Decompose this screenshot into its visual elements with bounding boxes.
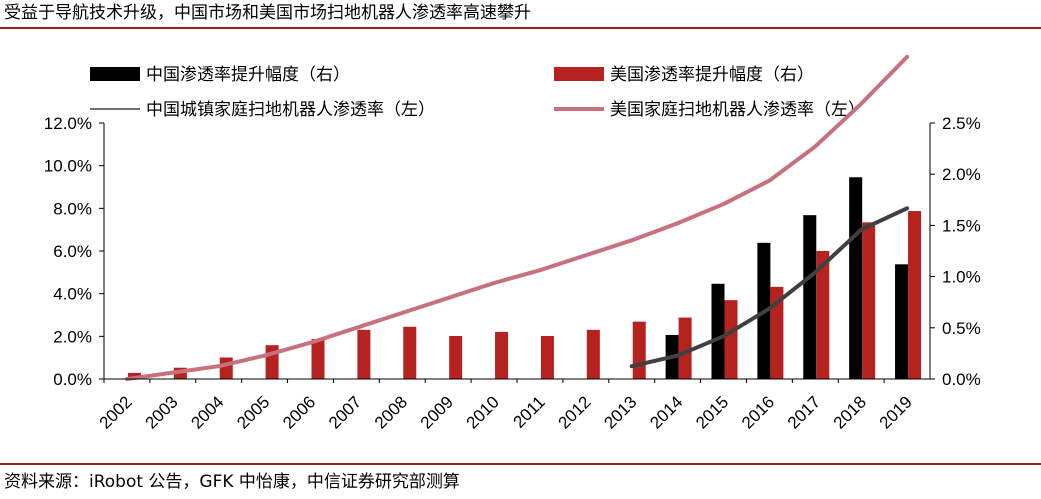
x-tick-label: 2019 — [876, 392, 916, 432]
left-tick-label: 6.0% — [53, 242, 92, 261]
left-tick-label: 12.0% — [44, 114, 92, 133]
us-penetration-line — [124, 54, 910, 381]
x-tick-label: 2005 — [233, 392, 273, 432]
x-tick-label: 2004 — [187, 392, 227, 432]
right-y-axis: 0.0% 0.5% 1.0% 1.5% 2.0% 2.5% — [929, 114, 981, 389]
x-tick-label: 2002 — [96, 392, 136, 432]
x-tick-label: 2009 — [417, 392, 457, 432]
source-rule — [0, 463, 1041, 465]
us-bar — [586, 329, 600, 379]
us-bar — [495, 331, 509, 379]
us-bar — [678, 317, 692, 379]
right-tick-label: 2.0% — [942, 165, 981, 184]
legend-label: 美国渗透率提升幅度（右） — [610, 65, 814, 85]
legend: 中国渗透率提升幅度（右） 美国渗透率提升幅度（右） 中国城镇家庭扫地机器人渗透率（左… — [90, 65, 865, 120]
us-bar — [540, 335, 554, 379]
x-tick-label: 2014 — [646, 392, 686, 432]
x-tick-label: 2018 — [830, 392, 870, 432]
right-tick-label: 1.0% — [942, 268, 981, 287]
legend-swatch-bar — [90, 67, 140, 81]
x-tick-label: 2015 — [692, 392, 732, 432]
china-bar — [803, 215, 817, 379]
line-series — [124, 54, 910, 381]
us-bar — [219, 357, 233, 379]
us-bar — [449, 335, 463, 379]
china-bar — [849, 177, 863, 379]
left-tick-label: 10.0% — [44, 157, 92, 176]
x-tick-label: 2003 — [141, 392, 181, 432]
x-tick-label: 2017 — [784, 392, 824, 432]
source-note: 资料来源：iRobot 公告，GFK 中怡康，中信证券研究部测算 — [4, 472, 460, 492]
legend-label: 中国渗透率提升幅度（右） — [146, 65, 350, 85]
x-tick-label: 2011 — [509, 392, 548, 431]
x-tick-label: 2007 — [325, 392, 365, 432]
left-tick-label: 2.0% — [53, 327, 92, 346]
x-tick-label: 2008 — [371, 392, 411, 432]
us-bar — [908, 211, 922, 379]
china-bar — [711, 283, 725, 379]
bar-series — [127, 177, 922, 379]
x-axis: 2002 2003 2004 2005 2006 2007 2008 2009 2010 2011… — [96, 378, 930, 433]
us-bar — [816, 251, 830, 379]
us-bar — [862, 222, 876, 379]
china-bar — [895, 264, 909, 379]
legend-label: 美国家庭扫地机器人渗透率（左） — [610, 100, 865, 120]
left-tick-label: 4.0% — [53, 285, 92, 304]
left-tick-label: 0.0% — [53, 370, 92, 389]
left-tick-label: 8.0% — [53, 199, 92, 218]
right-tick-label: 2.5% — [942, 114, 981, 133]
legend-swatch-bar — [554, 67, 604, 81]
right-tick-label: 0.0% — [942, 370, 981, 389]
x-tick-label: 2013 — [600, 392, 640, 432]
us-bar — [357, 329, 371, 379]
chart-title: 受益于导航技术升级，中国市场和美国市场扫地机器人渗透率高速攀升 — [4, 3, 531, 23]
legend-label: 中国城镇家庭扫地机器人渗透率（左） — [146, 100, 435, 120]
us-bar — [770, 286, 784, 379]
x-tick-label: 2012 — [554, 392, 594, 432]
china-penetration-line — [629, 206, 910, 369]
us-bar — [724, 300, 738, 379]
x-tick-label: 2010 — [463, 392, 503, 432]
x-tick-label: 2016 — [738, 392, 778, 432]
us-bar — [403, 326, 417, 379]
left-y-axis: 0.0% 2.0% 4.0% 6.0% 8.0% 10.0% 12.0% — [44, 114, 105, 389]
right-tick-label: 1.5% — [942, 216, 981, 235]
us-bar — [632, 321, 646, 379]
title-rule — [0, 27, 1041, 29]
us-bar — [311, 339, 325, 379]
right-tick-label: 0.5% — [942, 319, 981, 338]
x-tick-label: 2006 — [279, 392, 319, 432]
us-bar — [127, 372, 141, 379]
